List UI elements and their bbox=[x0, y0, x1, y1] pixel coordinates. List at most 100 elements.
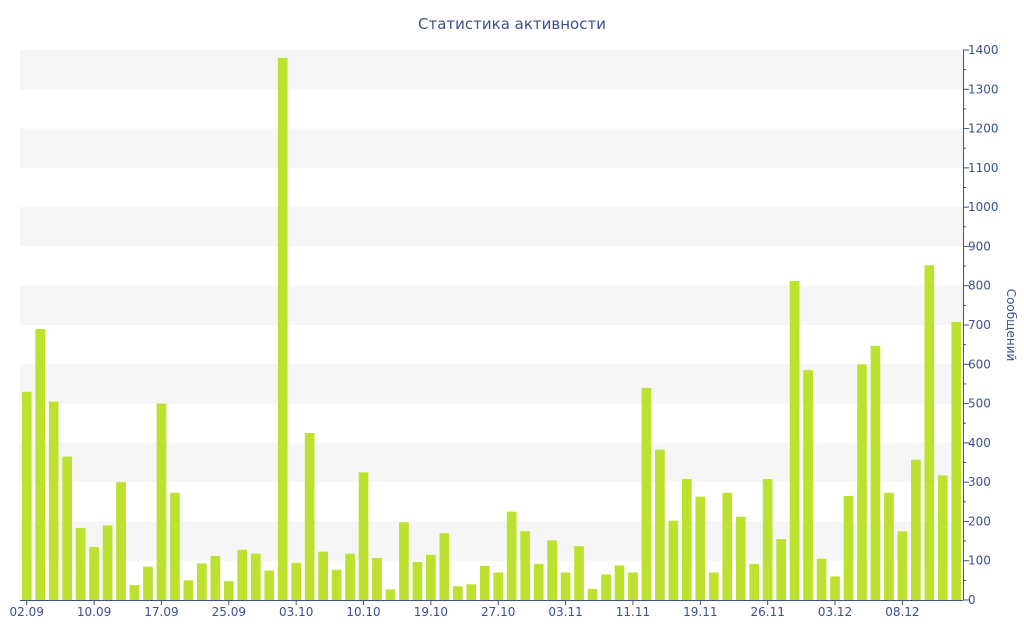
bar bbox=[803, 370, 813, 600]
bar bbox=[35, 328, 46, 600]
bar bbox=[857, 364, 867, 600]
bar bbox=[547, 540, 557, 600]
bar bbox=[506, 511, 517, 600]
bar bbox=[237, 549, 248, 600]
bar bbox=[533, 563, 544, 600]
y-tick-label: 700 bbox=[968, 318, 991, 332]
y-tick-label: 200 bbox=[968, 514, 991, 528]
bar bbox=[587, 589, 598, 600]
bar bbox=[520, 531, 531, 600]
bar bbox=[937, 475, 948, 600]
x-tick-label: 25.09 bbox=[212, 605, 246, 619]
y-tick-label: 1000 bbox=[968, 200, 999, 214]
bar bbox=[318, 551, 328, 600]
y-tick-label: 0 bbox=[968, 593, 976, 607]
bar bbox=[452, 586, 463, 600]
bar bbox=[21, 391, 32, 600]
bar bbox=[264, 570, 275, 600]
bar bbox=[776, 539, 786, 600]
x-tick-label: 19.10 bbox=[414, 605, 448, 619]
y-tick-label: 300 bbox=[968, 475, 991, 489]
bar bbox=[789, 281, 800, 600]
bar bbox=[372, 557, 382, 600]
y-axis-label: Сообщений bbox=[1004, 289, 1018, 362]
bar bbox=[924, 265, 935, 600]
bar bbox=[48, 401, 59, 600]
y-tick-label: 400 bbox=[968, 436, 991, 450]
y-tick-label: 900 bbox=[968, 239, 991, 253]
bar bbox=[614, 565, 625, 600]
grid-band bbox=[20, 128, 963, 168]
bar bbox=[479, 565, 490, 600]
x-tick-label: 10.10 bbox=[346, 605, 380, 619]
bar bbox=[156, 403, 167, 600]
bar bbox=[493, 572, 504, 600]
bar bbox=[277, 57, 288, 601]
bar bbox=[843, 495, 854, 600]
bar bbox=[116, 482, 126, 600]
bar bbox=[911, 459, 921, 600]
bar bbox=[749, 563, 760, 600]
bar bbox=[331, 569, 342, 600]
y-tick-label: 1300 bbox=[968, 82, 999, 96]
bar bbox=[170, 492, 180, 600]
bar bbox=[75, 528, 86, 600]
bar bbox=[102, 525, 113, 600]
bar bbox=[668, 520, 679, 600]
bar bbox=[143, 566, 153, 600]
bar bbox=[897, 531, 908, 600]
x-tick-label: 17.09 bbox=[144, 605, 178, 619]
bar bbox=[574, 546, 584, 600]
grid-band bbox=[20, 207, 963, 247]
bar bbox=[816, 558, 827, 600]
chart-title: Статистика активности bbox=[418, 15, 606, 33]
y-tick-label: 1400 bbox=[968, 43, 999, 57]
x-tick-label: 19.11 bbox=[683, 605, 717, 619]
bar bbox=[708, 572, 719, 600]
bar bbox=[560, 572, 571, 600]
bar bbox=[210, 556, 221, 600]
bar bbox=[250, 553, 261, 600]
bar bbox=[681, 479, 692, 600]
bar bbox=[722, 492, 733, 600]
x-tick-label: 10.09 bbox=[77, 605, 111, 619]
bar bbox=[641, 387, 652, 600]
y-tick-label: 100 bbox=[968, 554, 991, 568]
bar bbox=[89, 546, 99, 600]
bar bbox=[762, 479, 773, 600]
bar bbox=[183, 580, 194, 600]
bar bbox=[223, 581, 234, 600]
y-tick-label: 1200 bbox=[968, 122, 999, 136]
bar bbox=[426, 554, 436, 600]
y-tick-label: 600 bbox=[968, 357, 991, 371]
grid-band bbox=[20, 364, 963, 404]
bar bbox=[870, 345, 881, 600]
bar bbox=[291, 562, 302, 600]
x-tick-label: 26.11 bbox=[750, 605, 784, 619]
x-tick-label: 03.12 bbox=[818, 605, 852, 619]
bar bbox=[735, 516, 746, 600]
y-tick-label: 500 bbox=[968, 397, 991, 411]
x-tick-label: 02.09 bbox=[10, 605, 44, 619]
bar bbox=[358, 472, 369, 600]
grid-band bbox=[20, 285, 963, 325]
bar bbox=[951, 321, 962, 600]
bar bbox=[628, 572, 638, 600]
x-tick-label: 03.10 bbox=[279, 605, 313, 619]
bar bbox=[399, 522, 409, 600]
bar bbox=[345, 553, 355, 600]
bar bbox=[197, 563, 207, 600]
bar bbox=[304, 433, 315, 600]
y-tick-label: 800 bbox=[968, 279, 991, 293]
bar bbox=[601, 574, 611, 600]
bar bbox=[466, 584, 477, 600]
y-tick-label: 1100 bbox=[968, 161, 999, 175]
grid-band bbox=[20, 50, 963, 90]
x-tick-label: 27.10 bbox=[481, 605, 515, 619]
x-tick-label: 08.12 bbox=[885, 605, 919, 619]
x-tick-label: 03.11 bbox=[548, 605, 582, 619]
bar bbox=[129, 585, 140, 600]
bar bbox=[62, 456, 72, 600]
